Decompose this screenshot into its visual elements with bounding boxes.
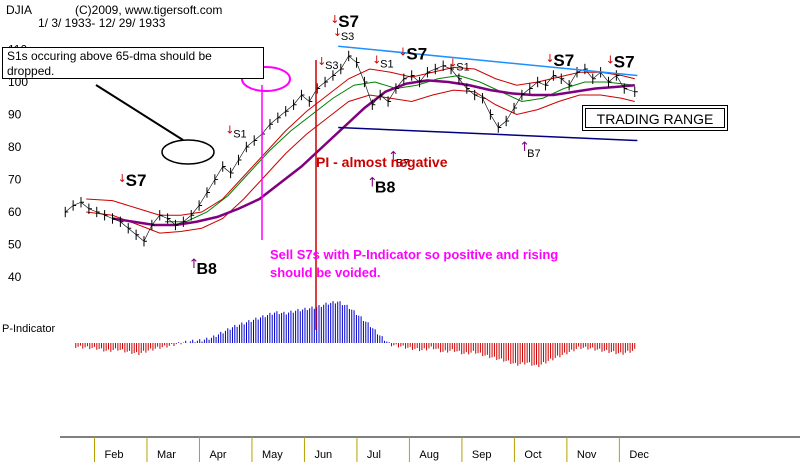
trend-lines <box>338 45 638 142</box>
trading-range-label: TRADING RANGE <box>582 105 728 131</box>
s1-note-box: S1s occuring above 65-dma should be drop… <box>2 47 264 79</box>
sell-arrow-icon: ↓ <box>372 53 381 66</box>
month-label: Feb <box>104 449 123 461</box>
support-trendline <box>338 126 638 142</box>
s7-note-line1: Sell S7s with P-Indicator so positive an… <box>270 247 559 262</box>
buy-arrow-icon: ↑ <box>519 140 530 155</box>
sell-arrow-icon: ↓ <box>317 55 326 68</box>
buy-arrow-icon: ↑ <box>188 257 199 272</box>
s7-note-line2: should be voided. <box>270 265 381 280</box>
sell-signal-label: S7 <box>126 171 147 190</box>
ma65-line <box>112 79 635 227</box>
month-label: Jul <box>367 449 381 461</box>
s1-highlight-ellipse <box>161 139 215 165</box>
x-axis: Feb Mar Apr May Jun Jul Aug Sep Oct Nov Dec <box>60 436 800 462</box>
month-label: Sep <box>472 449 492 461</box>
lower-band-line <box>86 89 635 234</box>
price-line <box>65 55 635 242</box>
pi-note: PI - almost negative <box>316 154 448 170</box>
annotation-overlay <box>95 60 317 330</box>
buy-signal-label: B8 <box>196 261 217 278</box>
ma21-line <box>164 74 635 223</box>
y-tick-label: 80 <box>8 140 22 154</box>
sell-signal-label: S1 <box>380 58 393 70</box>
p-indicator-panel <box>75 301 636 368</box>
sell-signal-label: S1 <box>456 62 469 74</box>
buy-arrow-icon: ↑ <box>388 150 399 165</box>
sell-arrow-icon: ↓ <box>118 172 127 185</box>
sell-signal-label: S3 <box>341 31 354 43</box>
sell-arrow-icon: ↓ <box>333 26 342 39</box>
y-tick-label: 60 <box>8 205 22 219</box>
sell-arrow-icon: ↓ <box>448 57 457 70</box>
sell-signal-label: S7 <box>338 12 359 31</box>
month-label: Dec <box>629 449 649 461</box>
month-label: Mar <box>157 449 176 461</box>
month-label: Jun <box>314 449 332 461</box>
sell-signal-label: S7 <box>553 51 574 70</box>
y-tick-label: 50 <box>8 238 22 252</box>
sell-signal-label: S7 <box>406 44 427 63</box>
s3-highlight-ellipse <box>241 66 291 92</box>
sell-signal-label: S7 <box>614 52 635 71</box>
month-label: Aug <box>419 449 439 461</box>
sell-arrow-icon: ↓ <box>225 123 234 136</box>
month-label: Oct <box>524 449 541 461</box>
sell-arrow-icon: ↓ <box>545 52 554 65</box>
y-tick-label: 70 <box>8 173 22 187</box>
chart-copyright: (C)2009, www.tigersoft.com <box>75 3 223 17</box>
sell-arrow-icon: ↓ <box>606 53 615 66</box>
price-series <box>64 50 638 247</box>
month-label: May <box>262 449 283 461</box>
signal-markers: S7↓S1↓S3↓S7↓S3↓S1↓ S7↓S1↓ S7↓ S7↓B7↑B8↑B7↑B… <box>118 12 635 278</box>
p-indicator-label: P-Indicator <box>2 323 56 335</box>
buy-arrow-icon: ↑ <box>367 176 378 191</box>
chart-date-range: 1/ 3/ 1933- 12/ 29/ 1933 <box>38 16 166 30</box>
sell-arrow-icon: ↓ <box>330 13 339 26</box>
price-bands <box>86 66 635 234</box>
month-label: Nov <box>577 449 597 461</box>
month-label: Apr <box>209 449 226 461</box>
moving-averages <box>112 74 635 227</box>
chart-symbol: DJIA <box>6 3 33 17</box>
y-tick-label: 90 <box>8 108 22 122</box>
resistance-trendline <box>338 45 638 77</box>
buy-signal-label: B7 <box>527 148 540 160</box>
sell-signal-label: S1 <box>233 128 246 140</box>
note-pointer-line <box>95 84 184 141</box>
sell-signal-label: S3 <box>325 60 338 72</box>
sell-arrow-icon: ↓ <box>398 45 407 58</box>
y-tick-label: 40 <box>8 270 22 284</box>
buy-signal-label: B7 <box>396 158 409 170</box>
buy-signal-label: B8 <box>375 180 396 197</box>
upper-band-line <box>86 66 635 216</box>
